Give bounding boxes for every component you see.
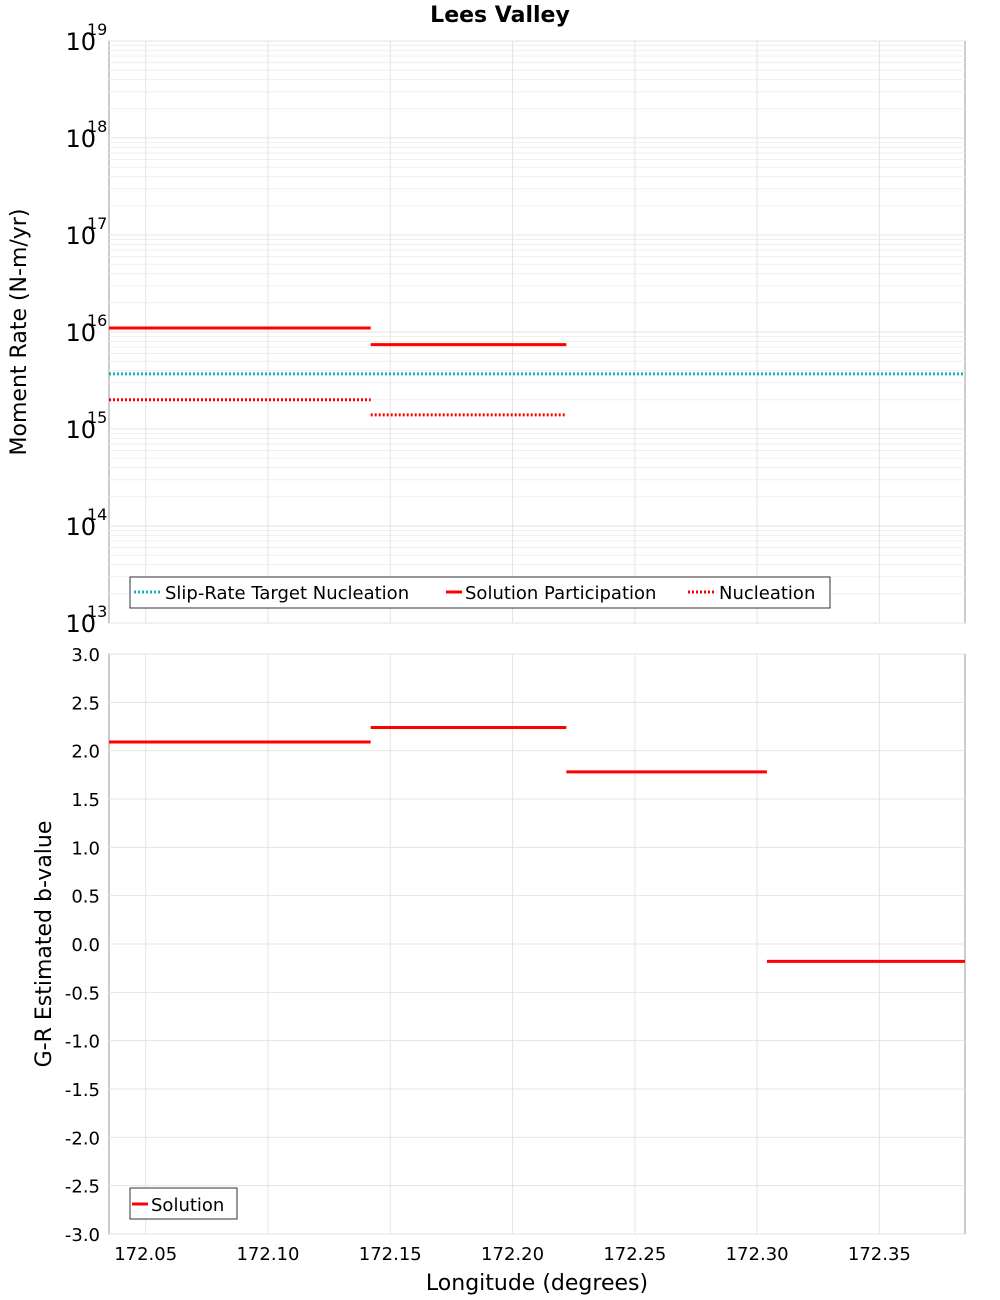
y-tick-label-base: 10	[65, 416, 96, 444]
y-tick-label-base: 10	[65, 319, 96, 347]
b-value-y-axis-label: G-R Estimated b-value	[32, 821, 57, 1068]
y-tick-label-exponent: 13	[87, 602, 107, 621]
y-tick-label-base: 10	[65, 28, 96, 56]
y-tick-label-base: 10	[65, 513, 96, 541]
b-value-grid	[109, 653, 965, 1235]
moment-rate-y-axis-label: Moment Rate (N-m/yr)	[7, 209, 32, 456]
y-tick-label-base: 10	[65, 610, 96, 638]
legend-label-solution-participation: Solution Participation	[465, 583, 656, 604]
legend-label-nucleation: Nucleation	[719, 583, 815, 604]
y-tick-label: -2.5	[65, 1177, 100, 1198]
y-tick-label: 2.5	[71, 693, 100, 714]
y-tick-label: 0.0	[71, 935, 100, 956]
y-tick-label-exponent: 15	[87, 408, 107, 427]
y-tick-label: 1.0	[71, 838, 100, 859]
x-tick-label: 172.20	[481, 1244, 544, 1265]
y-tick-label: -1.0	[65, 1032, 100, 1053]
x-tick-label: 172.35	[848, 1244, 911, 1265]
b-value-y-ticks: -3.0 -2.5 -2.0 -1.5 -1.0 -0.5 0.0 0.5 1.0 1.5 2.0 2…	[65, 645, 100, 1246]
chart-title: Lees Valley	[430, 3, 570, 28]
y-tick-label-exponent: 19	[87, 20, 107, 39]
y-tick-label: -0.5	[65, 983, 100, 1004]
b-value-legend: Solution	[129, 1187, 238, 1220]
y-tick-label: 2.0	[71, 742, 100, 763]
y-tick-label-exponent: 14	[87, 505, 107, 524]
y-tick-label: -3.0	[65, 1225, 100, 1246]
x-tick-label: 172.10	[236, 1244, 299, 1265]
y-tick-label-base: 10	[65, 125, 96, 153]
x-tick-label: 172.30	[726, 1244, 789, 1265]
y-tick-label: 1.5	[71, 790, 100, 811]
y-tick-label: 0.5	[71, 887, 100, 908]
x-tick-label: 172.15	[359, 1244, 422, 1265]
x-axis-label: Longitude (degrees)	[426, 1271, 648, 1296]
x-tick-label: 172.25	[603, 1244, 666, 1265]
b-value-x-ticks: 172.05 172.10 172.15 172.20 172.25 172.30 172.…	[114, 1244, 911, 1265]
legend-label-solution: Solution	[151, 1195, 224, 1216]
y-tick-label-exponent: 17	[87, 214, 107, 233]
moment-rate-legend: Slip-Rate Target Nucleation Solution Par…	[129, 576, 831, 609]
moment-rate-series	[109, 326, 965, 417]
x-tick-label: 172.05	[114, 1244, 177, 1265]
b-value-series	[109, 725, 965, 963]
b-value-panel: -3.0 -2.5 -2.0 -1.5 -1.0 -0.5 0.0 0.5 1.0 1.5 2.0 2…	[32, 645, 966, 1296]
legend-label-slip-rate-target: Slip-Rate Target Nucleation	[165, 583, 409, 604]
y-tick-label-exponent: 16	[87, 311, 107, 330]
y-tick-label-base: 10	[65, 222, 96, 250]
y-tick-label: 3.0	[71, 645, 100, 666]
y-tick-label: -1.5	[65, 1080, 100, 1101]
y-tick-label-exponent: 18	[87, 117, 107, 136]
y-tick-label: -2.0	[65, 1128, 100, 1149]
